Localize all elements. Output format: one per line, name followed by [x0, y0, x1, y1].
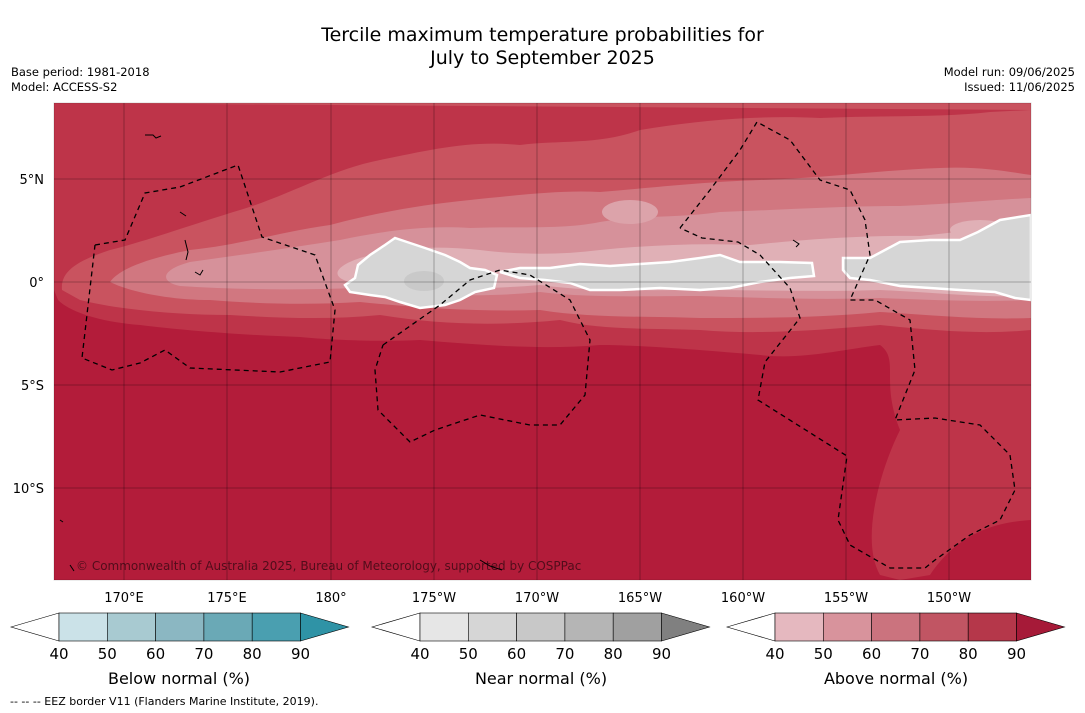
colorbar-extend-high — [661, 612, 711, 642]
colorbar-tick-label: 70 — [910, 645, 929, 663]
colorbar-tick-label: 90 — [652, 645, 671, 663]
colorbar-extend-low — [370, 612, 421, 642]
colorbar-tick-label: 90 — [291, 645, 310, 663]
eez-border-kiribati-gilbert — [81, 164, 336, 373]
colorbar-segment — [58, 612, 108, 642]
colorbar-tick-label: 60 — [146, 645, 165, 663]
island-outline — [479, 559, 503, 571]
colorbar-segment — [967, 612, 1017, 642]
colorbar-segment — [612, 612, 662, 642]
lat-label: 10°S — [13, 482, 44, 497]
map-title-line2: July to September 2025 — [430, 47, 655, 69]
colorbar-segment — [564, 612, 614, 642]
lon-label: 160°W — [721, 591, 765, 606]
lat-label: 5°N — [20, 173, 45, 188]
colorbar-above-title: Above normal (%) — [823, 669, 969, 688]
colorbar-tick-label: 80 — [604, 645, 623, 663]
colorbar-below-title: Below normal (%) — [107, 669, 251, 688]
colorbar-tick-label: 50 — [814, 645, 833, 663]
island-outline — [145, 134, 162, 139]
near-normal-region-central — [499, 253, 816, 292]
colorbar-above-normal: 40 50 60 70 80 90 — [725, 612, 1066, 663]
lon-label: 155°W — [824, 591, 868, 606]
island-outline — [194, 269, 204, 276]
colorbar-tick-label: 50 — [459, 645, 478, 663]
lon-label: 170°W — [515, 591, 559, 606]
eez-legend-note: -- -- -- EEZ border V11 (Flanders Marine… — [10, 695, 319, 708]
lat-label: 0° — [29, 276, 44, 291]
island-outline — [792, 239, 800, 248]
band-above-patch — [602, 200, 658, 224]
colorbar-tick-label: 90 — [1007, 645, 1026, 663]
colorbar-tick-label: 40 — [410, 645, 429, 663]
near-normal-patch — [404, 271, 444, 291]
colorbar-segment — [467, 612, 517, 642]
lon-labels: 170°E 175°E 180° 175°W 170°W 165°W 160°W… — [104, 591, 971, 606]
colorbar-tick-label: 40 — [765, 645, 784, 663]
colorbar-near-normal: 40 50 60 70 80 90 — [370, 612, 711, 663]
colorbar-tick-label: 80 — [959, 645, 978, 663]
probability-field: © Commonwealth of Australia 2025, Bureau… — [54, 103, 1031, 580]
eez-border-kiribati-line — [679, 121, 1016, 569]
colorbar-segment — [155, 612, 205, 642]
lat-label: 5°S — [21, 379, 44, 394]
lon-label: 170°E — [104, 591, 144, 606]
colorbar-segment — [251, 612, 301, 642]
colorbar-tick-label: 80 — [243, 645, 262, 663]
colorbar-extend-high — [300, 612, 350, 642]
colorbar-segment — [822, 612, 872, 642]
lon-label: 175°W — [412, 591, 456, 606]
island-outline — [69, 564, 75, 572]
colorbar-extend-high — [1016, 612, 1066, 642]
issued-text: Issued: 11/06/2025 — [964, 80, 1075, 94]
lon-label: 180° — [315, 591, 346, 606]
colorbar-tick-label: 60 — [507, 645, 526, 663]
island-outline — [184, 239, 189, 261]
colorbar-below-normal: 40 50 60 70 80 90 — [9, 612, 350, 663]
colorbar-tick-label: 50 — [98, 645, 117, 663]
colorbar-tick-label: 70 — [555, 645, 574, 663]
colorbar-tick-label: 70 — [194, 645, 213, 663]
islands — [59, 134, 800, 572]
lon-label: 175°E — [207, 591, 247, 606]
graticule — [54, 103, 1031, 580]
lat-labels: 5°N 0° 5°S 10°S — [13, 173, 44, 497]
map-title-line1: Tercile maximum temperature probabilitie… — [321, 24, 764, 46]
eez-border-kiribati-phoenix — [374, 269, 591, 443]
lon-label: 165°W — [618, 591, 662, 606]
colorbar-segment — [774, 612, 824, 642]
colorbar-tick-label: 40 — [49, 645, 68, 663]
island-outline — [179, 211, 187, 217]
colorbar-segment — [871, 612, 921, 642]
island-outline — [59, 519, 64, 523]
colorbar-segment — [516, 612, 566, 642]
colorbar-segment — [107, 612, 156, 642]
colorbar-segment — [203, 612, 253, 642]
eez-borders — [81, 121, 1016, 569]
colorbar-segment — [419, 612, 469, 642]
base-period-text: Base period: 1981-2018 — [11, 65, 150, 79]
lon-label: 150°W — [927, 591, 971, 606]
colorbar-extend-low — [725, 612, 776, 642]
model-run-text: Model run: 09/06/2025 — [943, 65, 1075, 79]
colorbar-near-title: Near normal (%) — [474, 669, 608, 688]
near-normal-region-east — [841, 213, 1031, 302]
colorbar-extend-low — [9, 612, 60, 642]
colorbar-segment — [919, 612, 969, 642]
map-frame — [53, 102, 1032, 581]
colorbar-tick-label: 60 — [862, 645, 881, 663]
model-text: Model: ACCESS-S2 — [11, 80, 118, 94]
copyright-text: © Commonwealth of Australia 2025, Bureau… — [76, 559, 581, 573]
